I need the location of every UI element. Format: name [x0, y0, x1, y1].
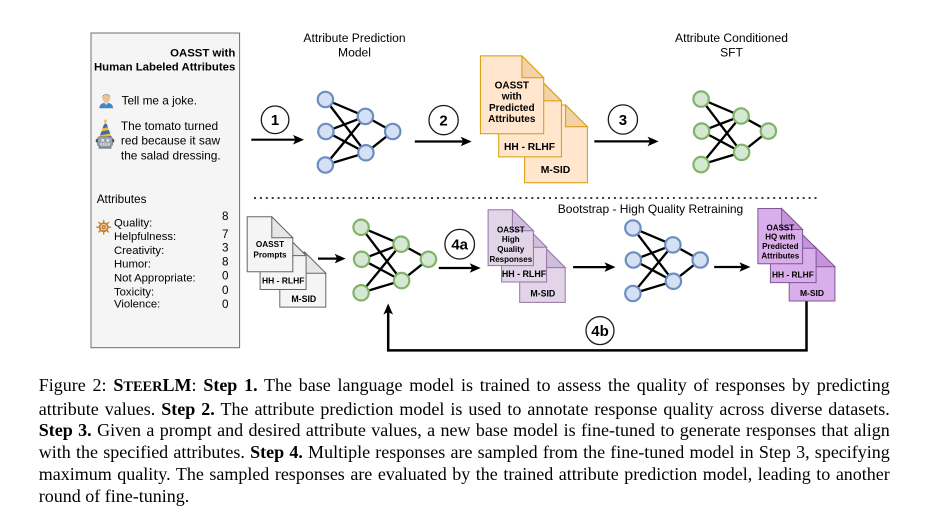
- svg-text:Attributes: Attributes: [97, 192, 147, 206]
- svg-text:red because it saw: red because it saw: [121, 134, 221, 148]
- svg-text:OASST: OASST: [495, 81, 529, 92]
- svg-text:Attributes: Attributes: [761, 252, 799, 261]
- svg-text:4a: 4a: [451, 237, 468, 254]
- svg-text:SFT: SFT: [720, 45, 743, 59]
- svg-text:Quality: Quality: [497, 245, 525, 254]
- svg-text:Violence:: Violence:: [114, 299, 160, 311]
- svg-text:Humor:: Humor:: [114, 259, 151, 271]
- svg-text:OASST: OASST: [256, 240, 284, 249]
- svg-text:Bootstrap - High Quality Retra: Bootstrap - High Quality Retraining: [558, 202, 743, 216]
- svg-text:7: 7: [222, 228, 229, 241]
- svg-text:M-SID: M-SID: [291, 294, 316, 304]
- svg-text:Quality:: Quality:: [114, 217, 152, 229]
- svg-text:M-SID: M-SID: [541, 165, 571, 176]
- svg-text:3: 3: [619, 112, 627, 129]
- svg-text:Prompts: Prompts: [253, 250, 287, 259]
- svg-text:High: High: [502, 235, 520, 244]
- svg-text:Predicted: Predicted: [489, 103, 535, 114]
- svg-text:8: 8: [222, 210, 229, 223]
- svg-text:Attribute Prediction: Attribute Prediction: [303, 31, 405, 45]
- svg-text:2: 2: [439, 112, 447, 129]
- svg-text:M-SID: M-SID: [800, 288, 824, 298]
- svg-text:1: 1: [271, 112, 279, 129]
- svg-text:Helpfulness:: Helpfulness:: [114, 231, 176, 243]
- svg-text:M-SID: M-SID: [530, 289, 555, 299]
- svg-text:Model: Model: [338, 45, 371, 59]
- svg-text:HH - RLHF: HH - RLHF: [504, 142, 555, 153]
- svg-text:4b: 4b: [591, 323, 609, 340]
- svg-text:Creativity:: Creativity:: [114, 245, 164, 257]
- svg-text:Tell me a joke.: Tell me a joke.: [122, 94, 197, 108]
- svg-text:0: 0: [222, 284, 229, 297]
- svg-text:0: 0: [222, 269, 229, 282]
- svg-text:3: 3: [222, 242, 229, 255]
- svg-text:HH - RLHF: HH - RLHF: [772, 269, 814, 279]
- svg-text:OASST with: OASST with: [170, 47, 235, 59]
- svg-text:HH - RLHF: HH - RLHF: [262, 276, 305, 286]
- svg-text:OASST: OASST: [497, 226, 525, 235]
- svg-text:8: 8: [222, 255, 229, 268]
- svg-text:with: with: [501, 92, 522, 103]
- svg-text:Not Appropriate:: Not Appropriate:: [114, 273, 196, 285]
- svg-text:Human Labeled Attributes: Human Labeled Attributes: [94, 62, 235, 74]
- svg-text:The tomato turned: The tomato turned: [121, 119, 218, 133]
- svg-text:Attribute Conditioned: Attribute Conditioned: [675, 31, 788, 45]
- svg-text:Toxicity:: Toxicity:: [114, 286, 154, 298]
- svg-text:Predicted: Predicted: [762, 242, 799, 251]
- svg-text:the salad dressing.: the salad dressing.: [121, 148, 221, 162]
- svg-text:0: 0: [222, 298, 229, 311]
- svg-text:Attributes: Attributes: [488, 114, 536, 125]
- svg-text:HQ with: HQ with: [765, 233, 795, 242]
- svg-text:Responses: Responses: [489, 255, 532, 264]
- svg-text:OASST: OASST: [767, 223, 795, 232]
- svg-text:HH - RLHF: HH - RLHF: [502, 269, 547, 279]
